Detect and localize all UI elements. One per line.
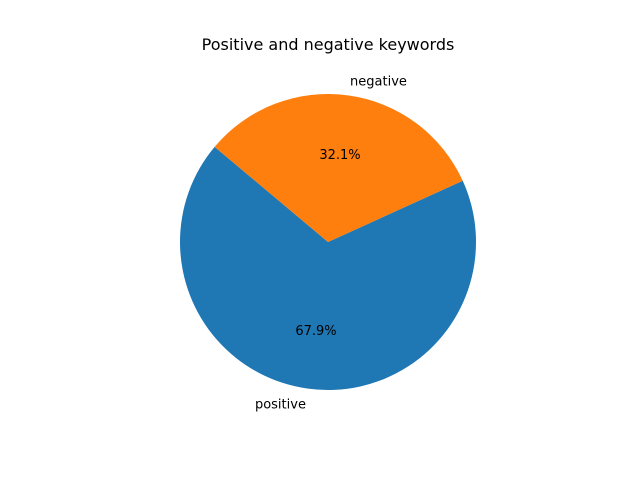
pie-slice-positive [180, 146, 477, 391]
chart-title: Positive and negative keywords [202, 35, 455, 54]
slice-label-positive: positive [255, 397, 306, 412]
slice-percent-negative: 32.1% [319, 148, 360, 163]
pie-slices [180, 94, 477, 391]
pie-labels: positive 67.9% negative 32.1% [255, 75, 407, 413]
slice-label-negative: negative [350, 75, 407, 90]
slice-percent-positive: 67.9% [295, 324, 336, 339]
pie-slice-negative [214, 94, 463, 242]
